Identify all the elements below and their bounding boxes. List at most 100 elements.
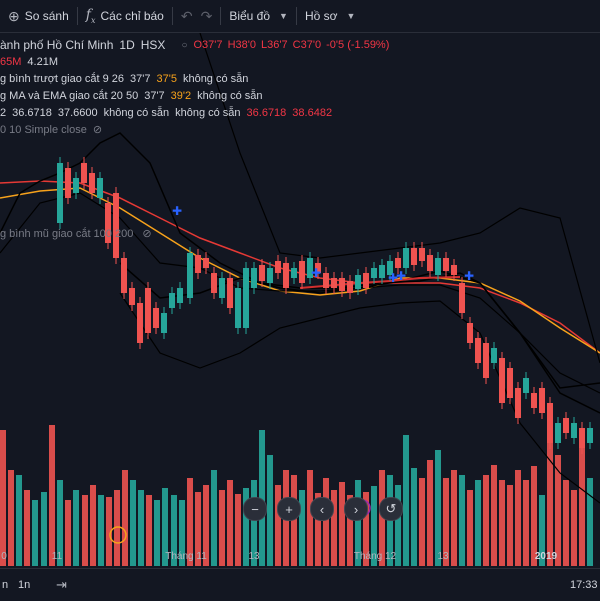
- candle-body: [571, 423, 577, 438]
- interval-label[interactable]: 1D: [119, 38, 135, 52]
- function-icon: fx: [85, 7, 96, 25]
- indicator-value: 37'7: [144, 90, 165, 102]
- indicator-name: g bình trượt giao cắt 9 26: [0, 73, 125, 85]
- candle-body: [371, 268, 377, 278]
- volume-bar: [547, 420, 553, 566]
- chevron-down-icon: ▼: [279, 11, 288, 21]
- scroll-right-button[interactable]: ›: [344, 497, 368, 521]
- profile-dropdown[interactable]: Hồ sơ ▼: [297, 0, 363, 32]
- indicator-value: 37.6600: [57, 107, 98, 119]
- candle-body: [275, 261, 281, 273]
- volume-bar: [243, 488, 249, 566]
- volume-bar: [347, 495, 353, 566]
- volume-bar: [106, 497, 112, 566]
- volume-bar: [162, 488, 168, 566]
- ohlc-values: O37'7 H38'0 L36'7 C37'0 -0'5 (-1.59%): [193, 37, 391, 54]
- candle-body: [355, 275, 361, 289]
- eye-slash-icon[interactable]: ⊘: [142, 228, 152, 240]
- clock-time[interactable]: 17:33: [570, 579, 598, 591]
- candle-body: [145, 288, 151, 333]
- volume-bar: [331, 490, 337, 566]
- x-tick-label: 13: [437, 551, 449, 562]
- volume-bar: [138, 490, 144, 566]
- toolbar-divider: [171, 7, 173, 25]
- candle-body: [227, 278, 233, 308]
- volume-bar: [443, 478, 449, 566]
- volume-bar: [267, 455, 273, 566]
- range-button[interactable]: n: [2, 579, 9, 591]
- legend-volume-row: 65M 4.21M: [0, 54, 600, 71]
- candle-body: [467, 323, 473, 343]
- chart-area[interactable]: ✚ ✚ ✚ ✚ ✚: [0, 33, 600, 566]
- indicator-value: không có sẵn: [175, 107, 241, 119]
- candle-body: [523, 378, 529, 393]
- volume-bar: [323, 478, 329, 566]
- volume-bar: [363, 492, 369, 566]
- candle-body: [395, 258, 401, 268]
- legend-indicator-simple-close[interactable]: 0 10 Simple close ⊘: [0, 122, 600, 139]
- volume-bar: [41, 492, 47, 566]
- candle-body: [243, 268, 249, 328]
- reset-chart-button[interactable]: ↺: [379, 497, 403, 521]
- indicators-label: Các chỉ báo: [100, 9, 164, 23]
- candle-body: [331, 278, 337, 288]
- indicator-value: 37'5: [156, 73, 177, 85]
- legend-indicator-bands[interactable]: 2 36.6718 37.6600 không có sẵn không có …: [0, 105, 600, 122]
- candle-body: [113, 193, 119, 258]
- legend-indicator-ema-cross[interactable]: g bình mũ giao cắt 100 200 ⊘: [0, 227, 152, 240]
- toolbar-divider: [295, 7, 297, 25]
- zoom-out-button[interactable]: −: [243, 497, 267, 521]
- status-dot-icon: ○: [181, 40, 188, 51]
- volume-bar: [57, 480, 63, 566]
- volume-bar: [130, 480, 136, 566]
- volume-bar: [539, 495, 545, 566]
- chart-type-dropdown[interactable]: Biểu đồ ▼: [221, 0, 296, 32]
- chevron-down-icon: ▼: [346, 11, 356, 21]
- candle-body: [89, 173, 95, 193]
- candle-body: [259, 265, 265, 281]
- price-chart[interactable]: ✚✚ ✚✚ ✚: [0, 33, 600, 566]
- candle-body: [507, 368, 513, 398]
- indicators-button[interactable]: fx Các chỉ báo: [78, 0, 172, 32]
- candle-body: [547, 403, 553, 443]
- cross-marker-icon: ✚: [311, 266, 321, 280]
- volume-bar: [459, 475, 465, 566]
- zoom-in-button[interactable]: +: [277, 497, 301, 521]
- legend-indicator-ma-cross[interactable]: g bình trượt giao cắt 9 26 37'7 37'5 khô…: [0, 71, 600, 88]
- volume-bar: [98, 495, 104, 566]
- date-range-icon[interactable]: ⇥: [56, 577, 67, 592]
- volume-bar: [483, 475, 489, 566]
- candle-body: [491, 348, 497, 363]
- compare-label: So sánh: [24, 9, 69, 23]
- candle-body: [121, 258, 127, 293]
- volume-bar: [315, 493, 321, 566]
- volume-bar: [291, 475, 297, 566]
- chart-legend: ành phố Hồ Chí Minh 1D HSX ○ O37'7 H38'0…: [0, 37, 600, 139]
- volume-bar: [154, 500, 160, 566]
- volume-bar: [451, 470, 457, 566]
- indicator-name: g MA và EMA giao cắt 20 50: [0, 90, 139, 102]
- redo-button[interactable]: ↷: [201, 0, 221, 32]
- candle-body: [161, 313, 167, 333]
- eye-slash-icon[interactable]: ⊘: [92, 124, 103, 136]
- chart-navigation-controls: − +: [243, 497, 301, 521]
- time-axis[interactable]: 0 11 Tháng 11 13 Tháng 12 13 2019: [0, 548, 600, 566]
- candle-body: [451, 265, 457, 275]
- volume-bar: [571, 490, 577, 566]
- candle-body: [435, 258, 441, 275]
- indicator-value: 39'2: [170, 90, 192, 102]
- candle-body: [195, 255, 201, 273]
- candle-body: [307, 258, 313, 278]
- cross-marker-icon: ✚: [172, 204, 182, 218]
- compare-button[interactable]: ⊕ So sánh: [0, 0, 77, 32]
- scroll-left-button[interactable]: ‹: [310, 497, 334, 521]
- range-button[interactable]: 1n: [18, 579, 31, 591]
- volume-bar: [307, 470, 313, 566]
- volume-bar: [587, 478, 593, 566]
- volume-bar: [16, 475, 22, 566]
- cross-marker-icon: ✚: [464, 269, 474, 283]
- undo-button[interactable]: ↶: [173, 0, 201, 32]
- legend-indicator-ma-ema[interactable]: g MA và EMA giao cắt 20 50 37'7 39'2 khô…: [0, 88, 600, 105]
- symbol-name[interactable]: ành phố Hồ Chí Minh: [0, 38, 114, 52]
- candle-body: [411, 248, 417, 265]
